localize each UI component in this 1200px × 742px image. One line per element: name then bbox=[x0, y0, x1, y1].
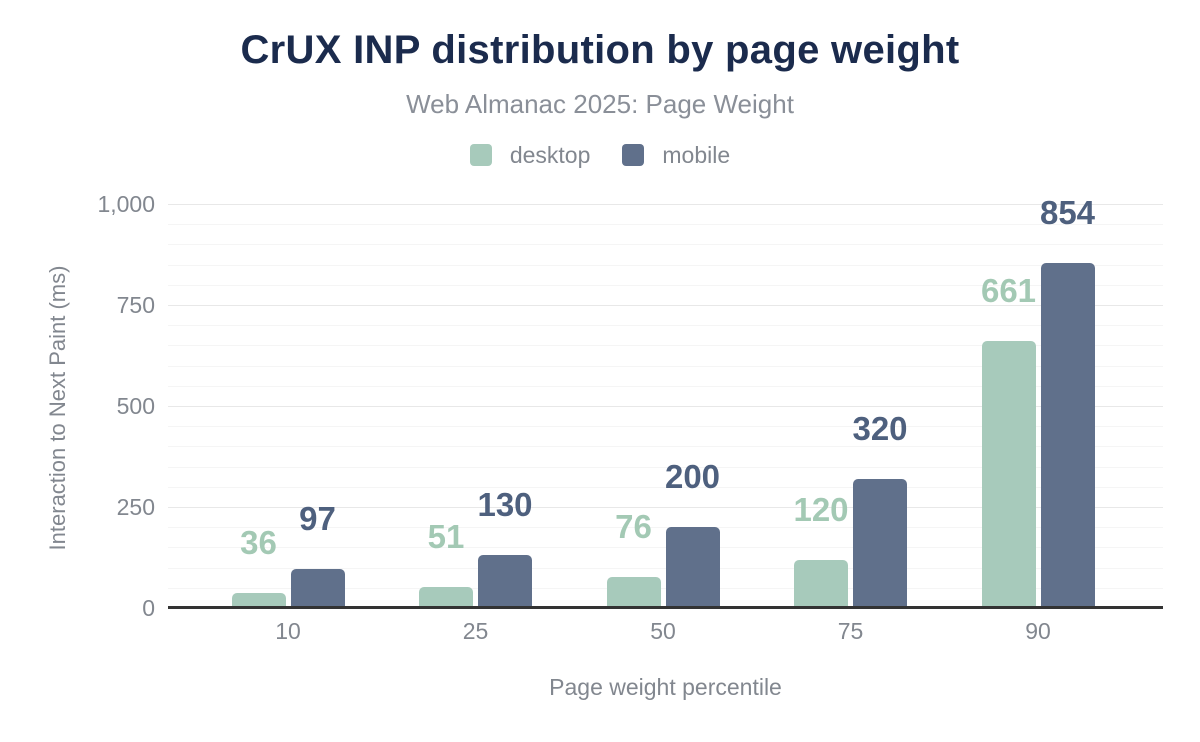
gridline-minor bbox=[168, 325, 1163, 327]
bar-mobile-p25 bbox=[478, 555, 532, 608]
bar-desktop-p90 bbox=[981, 340, 1036, 608]
bar-mobile-p90 bbox=[1040, 262, 1095, 608]
y-tick-label: 500 bbox=[116, 393, 155, 419]
value-label-desktop-p90: 661 bbox=[980, 271, 1037, 309]
gridline-minor bbox=[168, 446, 1163, 448]
y-tick-label: 750 bbox=[116, 292, 155, 318]
gridline-major bbox=[168, 204, 1163, 205]
value-label-mobile-p25: 130 bbox=[477, 486, 533, 524]
gridline-minor bbox=[168, 426, 1163, 428]
x-axis-title: Page weight percentile bbox=[549, 674, 782, 700]
x-tick-label-75: 75 bbox=[837, 618, 864, 644]
chart-subtitle: Web Almanac 2025: Page Weight bbox=[406, 89, 794, 119]
bar-desktop-p10 bbox=[231, 593, 286, 608]
gridline-minor bbox=[168, 284, 1163, 286]
gridline-minor bbox=[168, 385, 1163, 387]
value-label-mobile-p50: 200 bbox=[664, 458, 721, 496]
value-label-desktop-p50: 76 bbox=[615, 508, 652, 546]
value-label-desktop-p10: 36 bbox=[240, 524, 277, 562]
value-label-desktop-p75: 120 bbox=[793, 490, 849, 528]
gridline-minor bbox=[168, 486, 1163, 488]
gridline-minor bbox=[168, 224, 1163, 226]
x-tick-label-90: 90 bbox=[1025, 618, 1051, 644]
gridline-minor bbox=[168, 527, 1163, 529]
legend-label-desktop: desktop bbox=[509, 141, 591, 168]
x-axis-line bbox=[168, 606, 1163, 609]
legend-item-mobile[interactable]: mobile bbox=[622, 142, 730, 169]
value-label-mobile-p90: 854 bbox=[1039, 193, 1096, 231]
x-tick-label-10: 10 bbox=[275, 618, 301, 644]
bar-mobile-p75 bbox=[853, 478, 907, 608]
y-tick-label: 1,000 bbox=[97, 191, 155, 217]
gridline-major bbox=[168, 507, 1163, 508]
value-label-desktop-p25: 51 bbox=[427, 518, 465, 556]
value-label-mobile-p10: 97 bbox=[299, 499, 336, 537]
x-tick-label-50: 50 bbox=[650, 618, 676, 644]
gridline-minor bbox=[168, 244, 1163, 246]
legend-swatch-mobile-icon bbox=[622, 144, 645, 166]
y-axis-ticks: 0 250 500 750 1,000 bbox=[40, 191, 155, 621]
gridline-minor bbox=[168, 264, 1163, 266]
gridline-minor bbox=[168, 466, 1163, 468]
bar-mobile-p50 bbox=[665, 527, 720, 608]
gridline-minor bbox=[168, 365, 1163, 367]
bar-desktop-p75 bbox=[794, 559, 848, 608]
legend-label-mobile: mobile bbox=[662, 141, 731, 168]
y-tick-label: 0 bbox=[142, 595, 155, 621]
x-axis-ticks: 10 25 50 75 90 bbox=[168, 618, 1163, 646]
value-label-mobile-p75: 320 bbox=[852, 409, 908, 447]
legend-item-desktop[interactable]: desktop bbox=[469, 141, 591, 169]
gridline-major bbox=[168, 406, 1163, 407]
bar-desktop-p50 bbox=[606, 577, 661, 608]
plot-area: 36 97 51 130 76 200 120 320 661 854 bbox=[168, 196, 1163, 608]
gridline-minor bbox=[168, 345, 1163, 347]
bar-desktop-p25 bbox=[419, 587, 473, 608]
legend-swatch-desktop-icon bbox=[469, 144, 492, 166]
y-tick-label: 250 bbox=[116, 494, 155, 520]
x-tick-label-25: 25 bbox=[462, 618, 489, 644]
chart-title: CrUX INP distribution by page weight bbox=[240, 28, 960, 72]
legend: desktop mobile bbox=[0, 142, 1200, 168]
gridline-major bbox=[168, 305, 1163, 306]
bar-mobile-p10 bbox=[290, 568, 345, 608]
